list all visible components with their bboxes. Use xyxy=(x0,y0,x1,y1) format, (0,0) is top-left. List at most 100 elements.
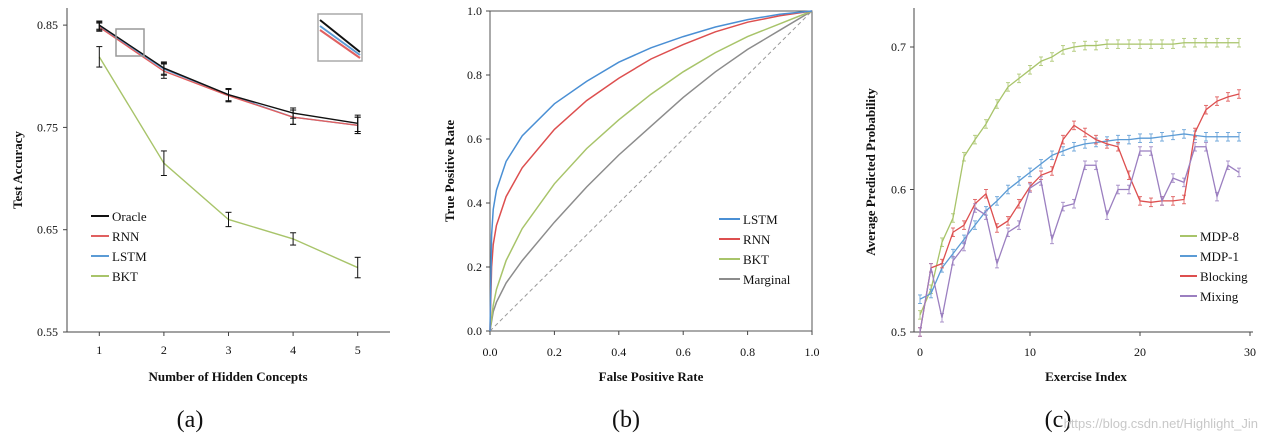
panel-a-errorbar-oracle xyxy=(96,20,103,30)
panel-c-errorbar-mdp-1 xyxy=(1017,176,1021,186)
panel-c-errorbar-blocking xyxy=(1006,216,1010,226)
panel-b-xlabel: False Positive Rate xyxy=(599,369,704,384)
panel-c-errorbar-mixing xyxy=(995,258,999,269)
panel-c-errorbar-mixing xyxy=(1061,201,1065,212)
panel-c-errorbar-blocking xyxy=(1094,134,1098,145)
panel-c-errorbar-mixing xyxy=(1149,146,1153,156)
panel-c-errorbar-blocking xyxy=(1127,170,1131,181)
panel-c-errorbar-mixing xyxy=(1072,198,1076,209)
panel-c-errorbar-mixing xyxy=(1017,220,1021,230)
panel-c-errorbar-mixing xyxy=(1171,173,1175,183)
panel-c-errorbar-blocking xyxy=(1050,166,1054,176)
panel-c-errorbar-mdp-1 xyxy=(1127,134,1131,145)
panel-c-errorbar-mdp-8 xyxy=(1028,65,1032,75)
watermark-text: https://blog.csdn.net/Highlight_Jin xyxy=(1064,416,1258,431)
panel-a-y-tick-label: 0.65 xyxy=(37,223,58,237)
panel-c-ylabel: Average Predicted Probability xyxy=(863,88,878,256)
panel-c-errorbar-mdp-8 xyxy=(995,99,999,109)
panel-c-errorbar-mixing xyxy=(1226,160,1230,171)
panel-c-predicted-probability-chart: 0 10 20 30 0.5 0.6 0.7 Exercise Index Average … xyxy=(863,8,1256,433)
panel-a-legend-label-oracle: Oracle xyxy=(112,209,147,224)
panel-c-errorbar-mdp-1 xyxy=(1006,184,1010,195)
panel-c-errorbar-mixing xyxy=(951,255,955,266)
panel-c-errorbar-blocking xyxy=(995,223,999,233)
panel-b-frame xyxy=(489,10,813,332)
panel-c-legend-label-mixing: Mixing xyxy=(1200,289,1239,304)
panel-c-series-line-blocking xyxy=(919,93,1240,333)
panel-a-errorbar-bkt xyxy=(354,256,361,279)
panel-b-series-line-bkt xyxy=(489,10,813,332)
panel-c-errorbar-mixing xyxy=(1083,160,1087,171)
panel-c-errorbar-mdp-1 xyxy=(1083,139,1087,149)
panel-b-series-line-rnn xyxy=(489,10,813,332)
panel-c-errorbar-mdp-1 xyxy=(1061,146,1065,156)
panel-c-x-tick-label: 0 xyxy=(917,345,923,359)
panel-a-x-tick-label: 3 xyxy=(226,343,232,357)
panel-c-errorbar-mdp-1 xyxy=(1028,167,1032,178)
panel-c-errorbar-blocking xyxy=(1083,127,1087,138)
panel-a-y-tick-label: 0.55 xyxy=(37,325,58,339)
panel-c-errorbar-mdp-8 xyxy=(1171,39,1175,49)
panel-c-errorbar-blocking xyxy=(1215,96,1219,106)
panel-a-zoom-region xyxy=(115,28,145,57)
panel-c-errorbar-mdp-1 xyxy=(918,294,922,304)
panel-a-legend: Oracle RNN LSTM BKT xyxy=(91,209,147,284)
panel-c-errorbar-blocking xyxy=(1149,197,1153,208)
panel-c-errorbar-mixing xyxy=(1193,141,1197,152)
panel-c-errorbar-mixing xyxy=(962,241,966,252)
panel-c-errorbar-mdp-8 xyxy=(1215,37,1219,48)
panel-c-errorbar-mdp-8 xyxy=(1193,37,1197,48)
panel-c-errorbar-mdp-1 xyxy=(1171,130,1175,141)
panel-b-x-tick-label: 0.8 xyxy=(740,345,755,359)
panel-c-errorbar-mixing xyxy=(929,263,933,273)
panel-c-errorbar-mdp-1 xyxy=(1237,132,1241,142)
panel-c-errorbar-mixing xyxy=(918,327,922,337)
panel-c-errorbar-blocking xyxy=(1072,120,1076,131)
panel-a-errorbar-bkt xyxy=(96,46,103,68)
panel-c-errorbar-mdp-1 xyxy=(1138,133,1142,143)
panel-a-legend-label-lstm: LSTM xyxy=(112,249,147,264)
panel-b-legend-label-marginal: Marginal xyxy=(743,272,791,287)
panel-c-errorbar-mdp-1 xyxy=(1215,132,1219,142)
panel-a-errorbar-oracle xyxy=(290,107,297,119)
panel-c-errorbar-blocking xyxy=(1171,196,1175,206)
panel-c-errorbar-mixing xyxy=(1039,176,1043,186)
panel-c-x-tick-label: 30 xyxy=(1244,345,1256,359)
panel-c-errorbar-mdp-1 xyxy=(1039,159,1043,169)
panel-c-errorbar-mixing xyxy=(1028,183,1032,193)
panel-b-y-tick-label: 0.2 xyxy=(467,260,482,274)
panel-c-errorbar-mdp-8 xyxy=(1050,52,1054,62)
panel-c-y-tick-label: 0.7 xyxy=(891,40,906,54)
panel-b-x-tick-label: 1.0 xyxy=(805,345,820,359)
panel-c-errorbar-mixing xyxy=(1215,191,1219,202)
panel-b-x-tick-label: 0.6 xyxy=(676,345,691,359)
panel-c-errorbar-mixing xyxy=(1050,234,1054,245)
panel-c-errorbar-mdp-8 xyxy=(918,310,922,320)
panel-c-x-tick-label: 10 xyxy=(1024,345,1036,359)
panel-c-errorbar-mdp-8 xyxy=(1039,56,1043,67)
panel-c-errorbar-mdp-8 xyxy=(951,213,955,223)
panel-b-x-tick-label: 0.2 xyxy=(547,345,562,359)
panel-c-legend: MDP-8 MDP-1 Blocking Mixing xyxy=(1180,229,1248,304)
panel-c-errorbar-mixing xyxy=(1006,227,1010,238)
panel-c-errorbar-mdp-8 xyxy=(1182,37,1186,48)
panel-c-errorbar-blocking xyxy=(1204,104,1208,115)
panel-c-errorbar-mixing xyxy=(1182,177,1186,188)
panel-c-errorbar-mixing xyxy=(1138,146,1142,156)
panel-c-caption: (c) xyxy=(1045,407,1072,433)
panel-c-legend-label-blocking: Blocking xyxy=(1200,269,1248,284)
panel-c-series-line-mixing xyxy=(919,146,1240,333)
panel-c-errorbar-mdp-1 xyxy=(1072,141,1076,152)
panel-c-x-tick-label: 20 xyxy=(1134,345,1146,359)
panel-c-errorbar-mdp-1 xyxy=(973,220,977,230)
panel-b-y-tick-label: 0.4 xyxy=(467,196,482,210)
panel-a-x-tick-label: 2 xyxy=(161,343,167,357)
panel-c-errorbar-mdp-8 xyxy=(1237,37,1241,48)
panel-c-y-tick-label: 0.5 xyxy=(891,325,906,339)
panel-b-ylabel: True Positive Rate xyxy=(442,120,457,223)
panel-c-errorbar-mixing xyxy=(973,203,977,213)
panel-a-legend-label-bkt: BKT xyxy=(112,269,138,284)
panel-c-errorbar-mdp-8 xyxy=(962,151,966,162)
panel-a-accuracy-chart: 1 2 3 4 5 0.55 0.65 0.75 0.85 Number of Hidden C… xyxy=(10,8,390,433)
